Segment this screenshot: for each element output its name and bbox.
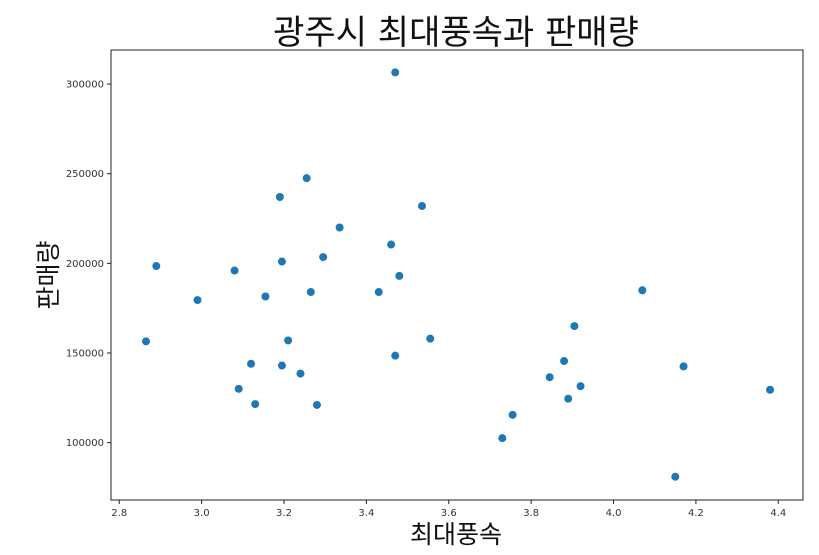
y-tick-label: 300000 — [66, 80, 104, 91]
plot-area — [110, 49, 804, 501]
data-point — [277, 257, 286, 266]
data-point — [498, 434, 507, 443]
x-axis-label: 최대풍속 — [410, 520, 502, 549]
data-point — [564, 394, 573, 403]
plot-frame — [110, 49, 804, 501]
data-point — [766, 385, 775, 394]
data-point — [395, 271, 404, 280]
data-point — [230, 266, 239, 275]
data-point — [277, 361, 286, 370]
points-layer — [142, 68, 775, 481]
x-tick-label: 4.2 — [688, 508, 704, 519]
x-axis: 2.8 3.0 3.2 3.4 3.6 3.8 4.0 4.2 4.4 — [111, 500, 786, 519]
data-point — [508, 410, 517, 419]
data-point — [296, 369, 305, 378]
data-point — [545, 373, 554, 382]
y-axis: 100000 150000 200000 250000 300000 — [66, 80, 111, 449]
data-point — [679, 362, 688, 371]
data-point — [251, 400, 260, 409]
data-point — [387, 240, 396, 249]
x-tick-label: 3.8 — [523, 508, 539, 519]
data-point — [335, 223, 344, 232]
data-point — [426, 334, 435, 343]
y-axis-label: 판매량 — [34, 240, 63, 309]
data-point — [391, 68, 400, 77]
data-point — [275, 193, 284, 202]
x-tick-label: 4.4 — [770, 508, 786, 519]
chart-title: 광주시 최대풍속과 판매량 — [273, 13, 639, 53]
data-point — [247, 359, 256, 368]
data-point — [152, 262, 161, 271]
data-point — [142, 337, 151, 346]
data-point — [576, 382, 585, 391]
data-point — [261, 292, 270, 301]
data-point — [284, 336, 293, 345]
x-tick-label: 2.8 — [111, 508, 127, 519]
data-point — [374, 288, 383, 297]
y-tick-label: 100000 — [66, 438, 104, 449]
data-point — [319, 253, 328, 262]
x-tick-label: 3.0 — [194, 508, 210, 519]
x-tick-label: 4.0 — [606, 508, 622, 519]
x-tick-label: 3.4 — [358, 508, 374, 519]
data-point — [234, 384, 243, 393]
data-point — [306, 288, 315, 297]
x-tick-label: 3.2 — [276, 508, 292, 519]
data-point — [671, 472, 680, 481]
data-point — [312, 400, 321, 409]
data-point — [302, 174, 311, 183]
data-point — [391, 351, 400, 360]
data-point — [638, 286, 647, 295]
data-point — [417, 201, 426, 210]
x-tick-label: 3.6 — [441, 508, 457, 519]
y-tick-label: 200000 — [66, 259, 104, 270]
y-tick-label: 150000 — [66, 348, 104, 359]
y-tick-label: 250000 — [66, 169, 104, 180]
data-point — [570, 322, 579, 331]
data-point — [193, 296, 202, 305]
data-point — [560, 357, 569, 366]
